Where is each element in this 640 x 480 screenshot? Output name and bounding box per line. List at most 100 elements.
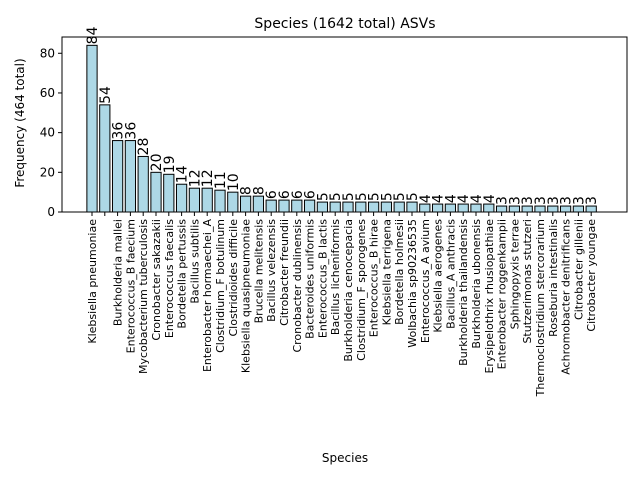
x-tick-label: Enterococcus faecalis: [163, 219, 176, 338]
plot-frame: [61, 36, 628, 213]
y-tick-label: 0: [47, 205, 55, 219]
bar: [457, 203, 469, 213]
bar: [163, 173, 175, 213]
value-label: 8: [251, 186, 267, 195]
bar: [431, 203, 444, 213]
value-label: 3: [495, 196, 511, 205]
x-tick-label: Burkholderia mallei: [112, 219, 125, 326]
value-label: 5: [367, 192, 383, 201]
x-tick-label: Klebsiella terrigena: [380, 219, 393, 325]
x-tick-label: Enterobacter roggenkampii: [496, 219, 509, 369]
x-tick-label: Sphingopyxis terrae: [508, 219, 521, 330]
bar: [444, 203, 457, 213]
bar: [508, 205, 521, 213]
bar: [291, 199, 303, 213]
x-tick-label: Cronobacter sakazakii: [150, 219, 163, 341]
x-tick-label: Klebsiella quasipneumoniae: [240, 219, 253, 373]
value-label: 19: [162, 155, 178, 173]
value-label: 4: [482, 194, 498, 203]
value-label: 20: [149, 153, 165, 171]
bar: [303, 199, 316, 213]
x-tick-label: Enterobacter hormaechei_A: [201, 219, 214, 372]
value-label: 36: [123, 122, 139, 140]
x-tick-label: Bacillus licheniformis: [329, 219, 342, 335]
bar: [265, 199, 277, 213]
bar: [316, 201, 329, 213]
x-tick-label: Burkholderia ubonensis: [470, 219, 483, 349]
bar: [572, 205, 585, 213]
x-tick-label: Bacillus subtilis: [188, 219, 201, 304]
value-label: 12: [187, 169, 203, 187]
x-tick-label: Enterococcus_B faecium: [124, 219, 137, 353]
x-tick-label: Enterococcus_A avium: [419, 219, 432, 343]
value-label: 14: [175, 165, 191, 183]
y-tick-label: 60: [40, 86, 55, 100]
value-label: 5: [315, 192, 331, 201]
value-label: 4: [443, 194, 459, 203]
value-label: 5: [392, 192, 408, 201]
value-label: 5: [341, 192, 357, 201]
value-label: 3: [507, 196, 523, 205]
bar: [227, 191, 239, 213]
x-tick-label: Thermoclostridium stercorarium: [534, 219, 547, 397]
value-label: 3: [520, 196, 536, 205]
bar: [470, 203, 482, 213]
x-tick-label: Citrobacter freundii: [278, 219, 291, 326]
bar: [521, 205, 533, 213]
x-tick-label: Enterococcus_B hirae: [368, 219, 381, 337]
x-tick-label: Clostridium_F botulinum: [214, 219, 227, 353]
bar: [406, 201, 418, 213]
bar: [214, 189, 226, 213]
value-label: 36: [111, 122, 127, 140]
bar: [175, 183, 188, 213]
value-label: 10: [226, 173, 242, 191]
x-tick-label: Burkholderia thailandensis: [457, 219, 470, 366]
x-tick-label: Cronobacter dublinensis: [291, 219, 304, 353]
value-label: 4: [431, 194, 447, 203]
bar: [137, 155, 149, 213]
bar: [534, 205, 546, 213]
bar: [367, 201, 380, 213]
value-label: 3: [546, 196, 562, 205]
x-tick-label: Bacillus velezensis: [265, 219, 278, 322]
x-tick-label: Bordetella pertussis: [176, 219, 189, 329]
y-axis-label: Frequency (464 total): [13, 58, 27, 187]
bar: [393, 201, 405, 213]
chart-title: Species (1642 total) ASVs: [254, 16, 435, 32]
value-label: 3: [584, 196, 600, 205]
value-label: 8: [239, 186, 255, 195]
x-tick-label: Mycobacterium tuberculosis: [137, 219, 150, 374]
bar: [585, 205, 597, 213]
value-label: 4: [418, 194, 434, 203]
bar: [278, 199, 290, 213]
bar: [329, 201, 341, 213]
value-label: 54: [98, 86, 114, 104]
y-tick-label: 20: [40, 165, 55, 179]
value-label: 3: [533, 196, 549, 205]
value-label: 4: [469, 194, 485, 203]
bar: [239, 195, 252, 213]
x-tick-label: Burkholderia cenocepacia: [342, 219, 355, 362]
y-tick-label: 80: [40, 46, 55, 60]
bar: [547, 205, 559, 213]
x-axis-label: Species: [322, 451, 368, 465]
value-label: 4: [456, 194, 472, 203]
y-tick-label: 40: [40, 126, 55, 140]
bar: [150, 171, 162, 213]
bar: [111, 140, 124, 213]
value-label: 3: [571, 196, 587, 205]
bar: [419, 203, 431, 213]
value-label: 6: [277, 190, 293, 199]
bar: [483, 203, 495, 213]
bar: [188, 187, 201, 213]
x-tick-label: Klebsiella pneumoniae: [86, 219, 99, 344]
x-tick-label: Bacteroides uniformis: [304, 219, 317, 339]
bar: [99, 104, 111, 213]
x-tick-label: Bacillus_A anthracis: [444, 219, 457, 329]
x-tick-label: Roseburia intestinalis: [547, 219, 560, 337]
value-label: 6: [264, 190, 280, 199]
x-tick-label: Enterococcus_B lactis: [316, 219, 329, 338]
x-tick-label: Citrobacter youngae: [585, 219, 598, 332]
value-label: 6: [290, 190, 306, 199]
